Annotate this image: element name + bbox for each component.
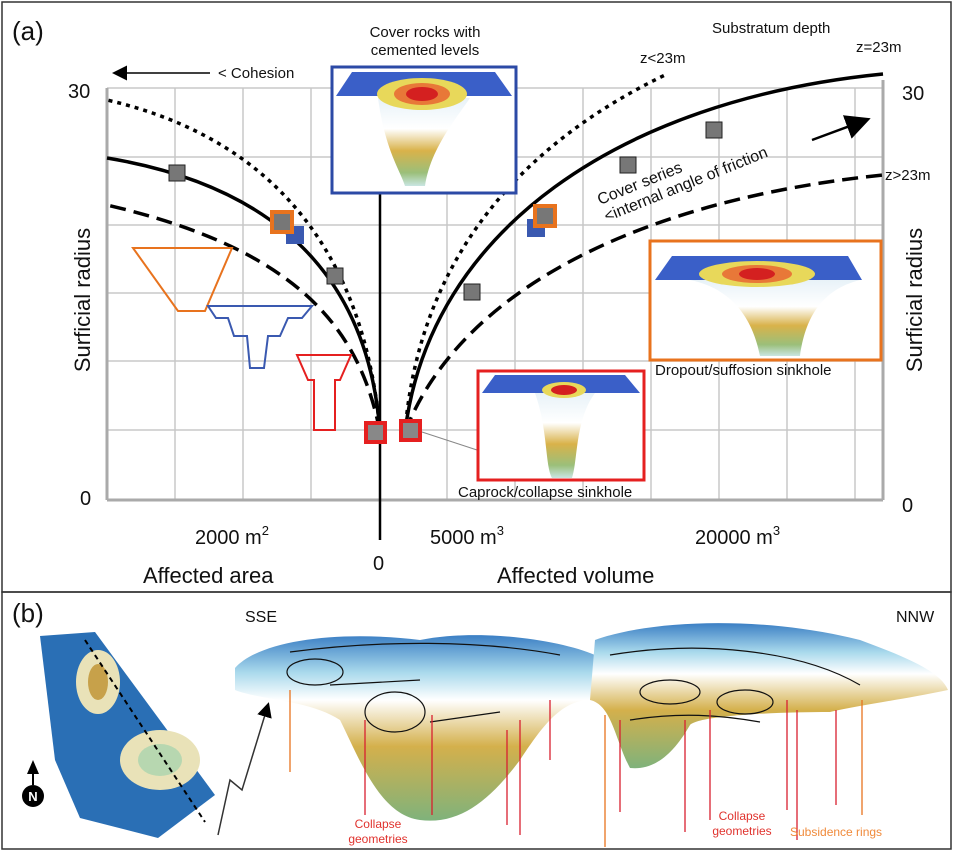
collapse-label: Collapse xyxy=(719,809,766,823)
marker xyxy=(706,122,722,138)
y-tick-label: 0 xyxy=(80,488,91,510)
marker xyxy=(620,157,636,173)
z-less: z<23m xyxy=(640,50,685,67)
direction-label: NNW xyxy=(896,609,935,626)
landscape xyxy=(235,623,948,821)
marker xyxy=(366,423,385,442)
zigzag-arrow xyxy=(218,705,268,835)
north-label: N xyxy=(28,789,37,804)
y-axis-title: Surficial radius xyxy=(902,228,927,372)
text-part: 3 xyxy=(773,523,780,538)
y-tick-label: 30 xyxy=(68,81,90,103)
z-equal: z=23m xyxy=(856,39,901,56)
y-tick-label: 30 xyxy=(902,83,924,105)
cover-rocks: cemented levels xyxy=(371,42,479,59)
z-greater: z>23m xyxy=(885,167,930,184)
map-inset xyxy=(40,632,215,838)
leader-line xyxy=(422,432,477,450)
text-part: 2000 m xyxy=(195,527,262,549)
profile-blue xyxy=(208,306,312,368)
collapse-label: geometries xyxy=(348,832,407,846)
origin-label: 0 xyxy=(373,553,384,575)
substratum-title: Substratum depth xyxy=(712,20,830,37)
x-axis-title: Affected area xyxy=(143,563,274,588)
shape xyxy=(88,664,108,700)
shape xyxy=(235,635,595,821)
collapse-label: geometries xyxy=(712,824,771,838)
panel-label: (a) xyxy=(12,16,44,46)
x-axis-title: Affected volume xyxy=(497,563,654,588)
shape xyxy=(739,268,775,280)
profile-orange xyxy=(133,248,232,311)
marker xyxy=(272,212,292,232)
shape xyxy=(40,632,215,838)
text-part: 5000 m xyxy=(430,527,497,549)
profile-red xyxy=(297,355,351,430)
inset-red xyxy=(478,371,644,480)
figure: (a) Substratum depth z=23m z<23m z>23m <… xyxy=(0,0,953,852)
direction-label: SSE xyxy=(245,609,277,626)
subsidence-label: Subsidence rings xyxy=(790,825,882,839)
x-tick-label: 5000 m3 xyxy=(430,523,504,549)
shape xyxy=(551,385,577,395)
y-tick-label: 0 xyxy=(902,495,913,517)
text-part: 2 xyxy=(262,523,269,538)
inset-orange xyxy=(650,241,881,360)
y-axis-title: Surficial radius xyxy=(70,228,95,372)
marker xyxy=(464,284,480,300)
x-tick-label: 20000 m3 xyxy=(695,523,780,549)
profiles xyxy=(133,248,351,430)
marker xyxy=(327,268,343,284)
collapse-label: Collapse xyxy=(355,817,402,831)
shape: Cover series <internal angle of friction xyxy=(595,127,770,225)
x-tick-label: 2000 m2 xyxy=(195,523,269,549)
inset-blue xyxy=(332,67,516,193)
friction-arrow xyxy=(812,120,866,140)
caprock-label: Caprock/collapse sinkhole xyxy=(458,484,632,501)
text-part: 20000 m xyxy=(695,527,773,549)
marker xyxy=(401,421,420,440)
cohesion: < Cohesion xyxy=(218,65,294,82)
marker xyxy=(169,165,185,181)
cover-rocks: Cover rocks with xyxy=(370,24,481,41)
dropout-label: Dropout/suffosion sinkhole xyxy=(655,362,832,379)
marker xyxy=(535,206,555,226)
shape xyxy=(138,744,182,776)
shape xyxy=(406,87,438,101)
text-part: 3 xyxy=(497,523,504,538)
panel-label: (b) xyxy=(12,598,44,628)
